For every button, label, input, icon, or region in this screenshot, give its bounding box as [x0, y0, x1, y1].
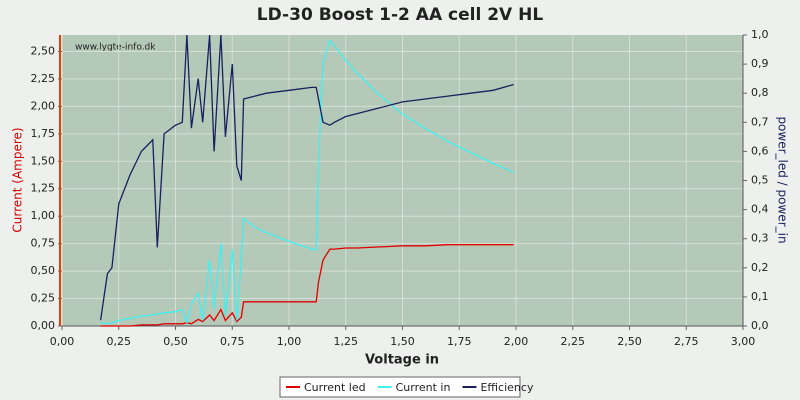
y-axis-label: Current (Ampere) [11, 127, 25, 232]
x-tick-label: 0,25 [107, 335, 132, 348]
y-tick-label: 0,50 [31, 264, 56, 277]
y-tick-label: 1,75 [31, 127, 56, 140]
x-tick-label: 1,25 [334, 335, 359, 348]
y2-tick-label: 0,7 [751, 115, 769, 128]
x-tick-label: 1,75 [447, 335, 472, 348]
y2-tick-label: 0,0 [751, 319, 769, 332]
y-tick-label: 2,25 [31, 72, 56, 85]
watermark: www.lygte-info.dk [75, 43, 156, 53]
legend-label: Efficiency [480, 381, 533, 394]
y2-axis-label: power_led / power_in [776, 116, 790, 243]
x-tick-label: 0,50 [163, 335, 188, 348]
y2-tick-label: 1,0 [751, 28, 769, 41]
series-line [100, 244, 514, 327]
x-tick-label: 2,25 [561, 335, 586, 348]
series-line [100, 39, 514, 326]
x-tick-label: 2,75 [674, 335, 699, 348]
y-tick-label: 1,50 [31, 154, 56, 167]
y-tick-label: 0,25 [31, 292, 56, 305]
y-tick-label: 2,00 [31, 99, 56, 112]
y-tick-label: 0,00 [31, 319, 56, 332]
series-line [99, 34, 514, 321]
chart-title: LD-30 Boost 1-2 AA cell 2V HL [257, 5, 544, 25]
y-tick-label: 1,25 [31, 182, 56, 195]
y-tick-label: 0,75 [31, 237, 56, 250]
y2-tick-label: 0,2 [751, 261, 769, 274]
x-axis-label: Voltage in [365, 353, 439, 368]
y2-tick-label: 0,8 [751, 86, 769, 99]
x-tick-label: 3,00 [731, 335, 756, 348]
x-tick-label: 1,00 [277, 335, 302, 348]
y2-tick-label: 0,5 [751, 174, 769, 187]
legend-label: Current in [396, 381, 451, 394]
x-tick-label: 2,00 [504, 335, 529, 348]
legend-label: Current led [304, 381, 366, 394]
y2-tick-label: 0,3 [751, 232, 769, 245]
y2-tick-label: 0,1 [751, 290, 769, 303]
y-tick-label: 1,00 [31, 209, 56, 222]
x-tick-label: 1,50 [390, 335, 415, 348]
x-tick-label: 0,75 [220, 335, 245, 348]
y2-tick-label: 0,9 [751, 57, 769, 70]
y2-tick-label: 0,6 [751, 144, 769, 157]
y2-tick-label: 0,4 [751, 203, 769, 216]
x-tick-label: 2,50 [617, 335, 642, 348]
legend [279, 376, 521, 398]
x-tick-label: 0,00 [50, 335, 75, 348]
y-tick-label: 2,50 [31, 44, 56, 57]
